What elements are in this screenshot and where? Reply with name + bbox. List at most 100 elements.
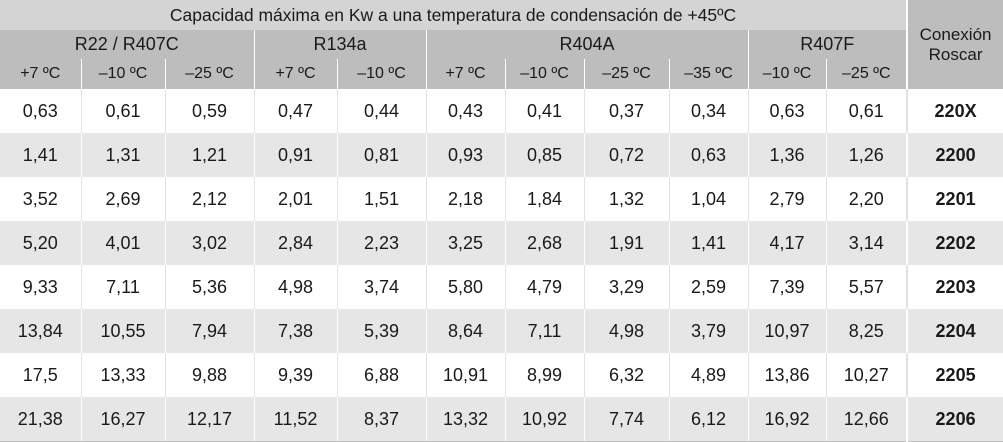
- temperature-header-row: +7 ºC –10 ºC –25 ºC +7 ºC –10 ºC +7 ºC –10 ºC –…: [0, 59, 1003, 89]
- capacity-cell: 1,21: [164, 133, 254, 177]
- capacity-cell: 3,74: [336, 265, 426, 309]
- temperature-header: –25 ºC: [164, 59, 254, 89]
- capacity-cell: 0,91: [253, 133, 337, 177]
- table-row: 9,33 7,11 5,36 4,98 3,74 5,80 4,79 3,29 2,59 7,39…: [0, 265, 1003, 309]
- connection-cell: 2203: [906, 265, 1003, 309]
- capacity-cell: 4,98: [253, 265, 337, 309]
- connection-cell: 2205: [906, 353, 1003, 397]
- capacity-cell: 0,47: [253, 89, 337, 133]
- connection-cell: 220X: [906, 89, 1003, 133]
- capacity-cell: 12,66: [825, 397, 908, 442]
- capacity-cell: 1,26: [825, 133, 908, 177]
- connection-cell: 2204: [906, 309, 1003, 353]
- capacity-cell: 6,88: [336, 353, 426, 397]
- capacity-cell: 3,02: [164, 221, 254, 265]
- capacity-cell: 1,36: [747, 133, 826, 177]
- capacity-cell: 0,34: [668, 89, 748, 133]
- connection-cell: 2206: [906, 397, 1003, 442]
- table-row: 3,52 2,69 2,12 2,01 1,51 2,18 1,84 1,32 1,04 2,79…: [0, 177, 1003, 221]
- group-header-r134a: R134a: [253, 30, 426, 59]
- temperature-header: +7 ºC: [425, 59, 505, 89]
- capacity-cell: 11,52: [253, 397, 337, 442]
- capacity-cell: 7,38: [253, 309, 337, 353]
- capacity-cell: 1,31: [80, 133, 165, 177]
- capacity-cell: 7,39: [747, 265, 826, 309]
- capacity-cell: 4,98: [583, 309, 669, 353]
- capacity-cell: 0,63: [747, 89, 826, 133]
- capacity-cell: 2,20: [825, 177, 908, 221]
- capacity-cell: 2,69: [80, 177, 165, 221]
- capacity-cell: 0,93: [425, 133, 505, 177]
- capacity-cell: 4,01: [80, 221, 165, 265]
- capacity-cell: 2,68: [504, 221, 584, 265]
- capacity-cell: 3,14: [825, 221, 908, 265]
- capacity-cell: 2,12: [164, 177, 254, 221]
- capacity-cell: 13,32: [425, 397, 505, 442]
- capacity-cell: 1,91: [583, 221, 669, 265]
- capacity-cell: 0,61: [825, 89, 908, 133]
- temperature-header: –25 ºC: [825, 59, 908, 89]
- capacity-cell: 13,33: [80, 353, 165, 397]
- table-row: 17,5 13,33 9,88 9,39 6,88 10,91 8,99 6,32 4,89 13…: [0, 353, 1003, 397]
- capacity-cell: 3,79: [668, 309, 748, 353]
- temperature-header: –35 ºC: [668, 59, 748, 89]
- capacity-cell: 5,57: [825, 265, 908, 309]
- temperature-header: –10 ºC: [747, 59, 826, 89]
- capacity-cell: 12,17: [164, 397, 254, 442]
- capacity-cell: 5,36: [164, 265, 254, 309]
- capacity-cell: 6,12: [668, 397, 748, 442]
- connection-cell: 2202: [906, 221, 1003, 265]
- capacity-cell: 16,92: [747, 397, 826, 442]
- capacity-cell: 2,01: [253, 177, 337, 221]
- capacity-cell: 2,59: [668, 265, 748, 309]
- capacity-cell: 0,63: [668, 133, 748, 177]
- capacity-cell: 4,79: [504, 265, 584, 309]
- capacity-cell: 10,92: [504, 397, 584, 442]
- table-row: 13,84 10,55 7,94 7,38 5,39 8,64 7,11 4,98 3,79 10…: [0, 309, 1003, 353]
- capacity-cell: 2,79: [747, 177, 826, 221]
- capacity-cell: 1,04: [668, 177, 748, 221]
- capacity-cell: 0,41: [504, 89, 584, 133]
- group-header-r22-r407c: R22 / R407C: [0, 30, 254, 59]
- capacity-cell: 0,59: [164, 89, 254, 133]
- temperature-header: –10 ºC: [80, 59, 165, 89]
- table-row: 21,38 16,27 12,17 11,52 8,37 13,32 10,92 7,74 6,…: [0, 397, 1003, 442]
- capacity-cell: 1,84: [504, 177, 584, 221]
- temperature-header: +7 ºC: [0, 59, 81, 89]
- capacity-cell: 2,23: [336, 221, 426, 265]
- table-body: 0,63 0,61 0,59 0,47 0,44 0,43 0,41 0,37 0,34 0,63…: [0, 89, 1003, 442]
- capacity-cell: 0,43: [425, 89, 505, 133]
- capacity-cell: 9,39: [253, 353, 337, 397]
- capacity-cell: 13,84: [0, 309, 81, 353]
- capacity-cell: 8,25: [825, 309, 908, 353]
- capacity-cell: 1,41: [668, 221, 748, 265]
- table-row: 0,63 0,61 0,59 0,47 0,44 0,43 0,41 0,37 0,34 0,63…: [0, 89, 1003, 133]
- capacity-cell: 6,32: [583, 353, 669, 397]
- capacity-cell: 9,33: [0, 265, 81, 309]
- capacity-cell: 7,11: [504, 309, 584, 353]
- table-row: 1,41 1,31 1,21 0,91 0,81 0,93 0,85 0,72 0,63 1,36…: [0, 133, 1003, 177]
- capacity-cell: 0,85: [504, 133, 584, 177]
- connection-header: Conexión Roscar: [906, 0, 1003, 89]
- capacity-cell: 0,72: [583, 133, 669, 177]
- capacity-cell: 0,44: [336, 89, 426, 133]
- capacity-cell: 4,17: [747, 221, 826, 265]
- capacity-cell: 0,61: [80, 89, 165, 133]
- temperature-header: –10 ºC: [504, 59, 584, 89]
- capacity-cell: 1,41: [0, 133, 81, 177]
- capacity-cell: 7,11: [80, 265, 165, 309]
- connection-header-line2: Roscar: [928, 44, 983, 64]
- capacity-cell: 0,81: [336, 133, 426, 177]
- capacity-cell: 5,80: [425, 265, 505, 309]
- capacity-cell: 3,25: [425, 221, 505, 265]
- capacity-cell: 3,52: [0, 177, 81, 221]
- capacity-cell: 13,86: [747, 353, 826, 397]
- capacity-cell: 0,37: [583, 89, 669, 133]
- capacity-cell: 1,32: [583, 177, 669, 221]
- capacity-cell: 8,37: [336, 397, 426, 442]
- table-row: 5,20 4,01 3,02 2,84 2,23 3,25 2,68 1,91 1,41 4,17…: [0, 221, 1003, 265]
- capacity-cell: 0,63: [0, 89, 81, 133]
- capacity-cell: 10,91: [425, 353, 505, 397]
- capacity-cell: 10,97: [747, 309, 826, 353]
